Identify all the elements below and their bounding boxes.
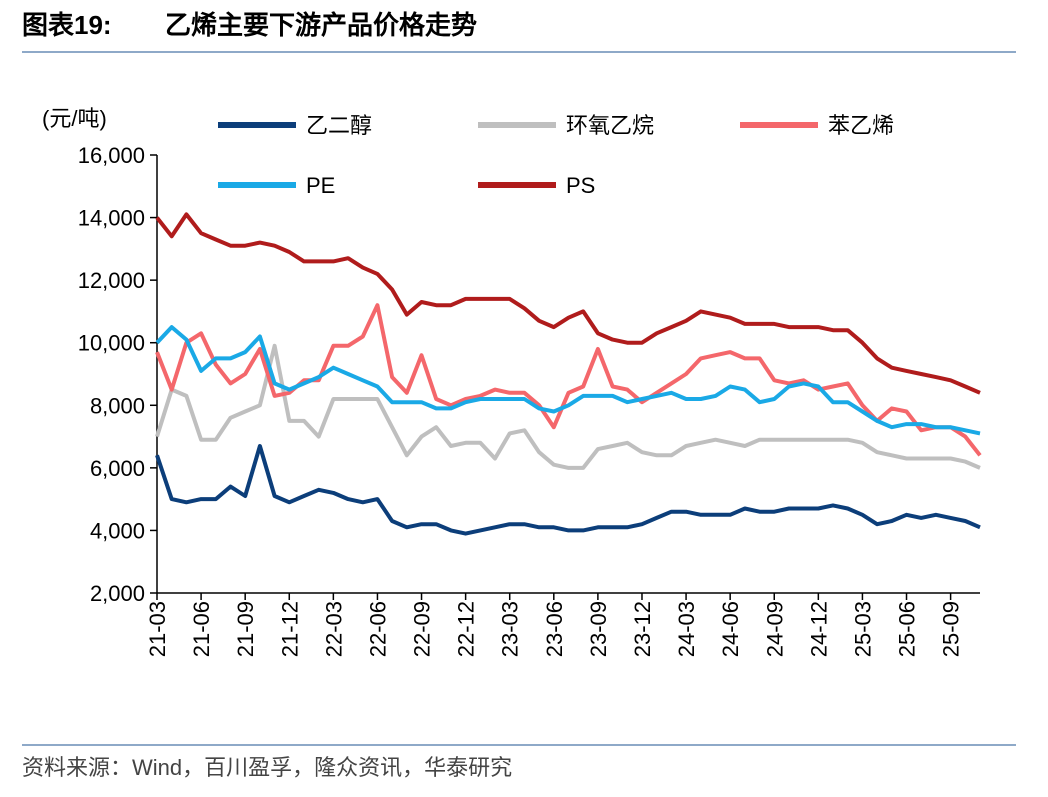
y-tick-label: 4,000 [90, 518, 145, 543]
y-tick-label: 12,000 [78, 268, 145, 293]
y-tick-label: 2,000 [90, 581, 145, 606]
y-tick-label: 8,000 [90, 393, 145, 418]
x-tick-label: 23-06 [542, 601, 567, 657]
legend-label: 苯乙烯 [828, 113, 894, 138]
y-tick-label: 14,000 [78, 206, 145, 231]
legend-label: 乙二醇 [306, 113, 372, 138]
x-tick-label: 22-03 [321, 601, 346, 657]
x-tick-label: 25-06 [895, 601, 920, 657]
x-tick-label: 21-12 [277, 601, 302, 657]
x-tick-label: 24-09 [762, 601, 787, 657]
legend-label: PS [566, 173, 595, 198]
source: 资料来源：Wind，百川盈孚，隆众资讯，华泰研究 [22, 755, 512, 780]
y-tick-label: 16,000 [78, 143, 145, 168]
x-tick-label: 22-06 [365, 601, 390, 657]
x-tick-label: 21-09 [233, 601, 258, 657]
x-tick-label: 21-06 [189, 601, 214, 657]
x-tick-label: 21-03 [145, 601, 170, 657]
x-tick-label: 25-03 [850, 601, 875, 657]
x-tick-label: 22-12 [454, 601, 479, 657]
y-axis-label: (元/吨) [42, 106, 107, 131]
y-tick-label: 10,000 [78, 331, 145, 356]
x-tick-label: 24-12 [806, 601, 831, 657]
figure-label: 图表19: [22, 10, 112, 40]
x-tick-label: 24-06 [718, 601, 743, 657]
legend-label: PE [306, 173, 335, 198]
series-line [155, 212, 981, 395]
x-tick-label: 23-09 [586, 601, 611, 657]
x-tick-label: 23-12 [630, 601, 655, 657]
x-tick-label: 24-03 [674, 601, 699, 657]
series-line [155, 343, 981, 470]
x-tick-label: 25-09 [939, 601, 964, 657]
legend-label: 环氧乙烷 [566, 113, 654, 138]
x-tick-label: 22-09 [410, 601, 435, 657]
chart-title: 乙烯主要下游产品价格走势 [165, 10, 477, 40]
y-tick-label: 6,000 [90, 456, 145, 481]
series-line [155, 325, 981, 436]
x-tick-label: 23-03 [498, 601, 523, 657]
series-line [155, 444, 981, 536]
